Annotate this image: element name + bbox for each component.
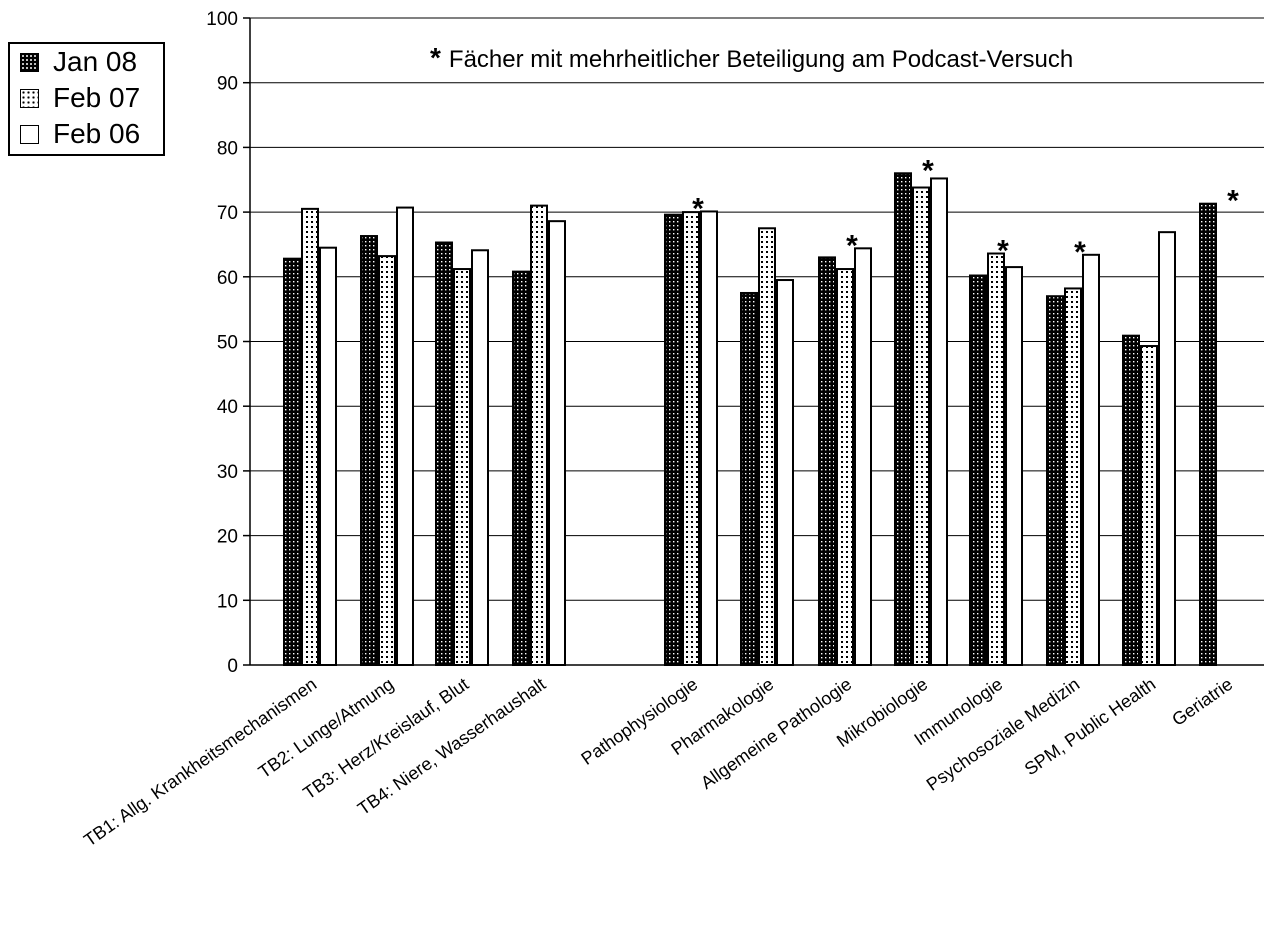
bar-feb-07 [912,186,930,666]
y-tick-label: 20 [217,527,238,548]
bar-feb-06 [1082,253,1100,666]
legend-swatch-white [20,124,39,144]
annotation-text: Fächer mit mehrheitlicher Beteiligung am… [448,46,1074,73]
star-marker: * [997,235,1009,268]
bar-jan-08 [1122,334,1140,666]
x-tick-label: TB2: Lunge/Atmung [255,674,398,782]
x-tick-label: Allgemeine Pathologie [697,674,855,793]
legend-swatch-dark-dotted [20,52,39,72]
y-tick-label: 30 [217,462,238,483]
y-tick-label: 40 [217,397,238,418]
bar-feb-06 [776,279,794,666]
y-tick-labels: 0 10 20 30 40 50 60 70 80 90 100 [206,9,238,677]
bar-feb-07 [836,268,854,666]
bar-jan-08 [512,270,530,666]
bar-feb-07 [758,227,776,666]
x-tick-label: SPM, Public Health [1021,674,1160,779]
bar-feb-07 [987,252,1005,666]
bar-feb-07 [453,268,471,666]
y-tick-label: 60 [217,268,238,289]
bar-feb-07 [1064,287,1082,666]
bar-jan-08 [818,256,836,666]
axes [243,17,1264,666]
bar-feb-07 [1140,345,1158,666]
bar-feb-06 [1158,231,1176,666]
bar-jan-08 [740,291,758,666]
bar-jan-08 [283,257,301,666]
bar-jan-08 [894,172,912,666]
bar-feb-06 [930,177,948,666]
star-marker: * [922,154,934,187]
bars [283,172,1217,667]
bar-feb-07 [530,204,548,666]
annotation-note: * Fächer mit mehrheitlicher Beteiligung a… [430,42,1073,74]
bar-feb-07 [682,211,700,666]
bar-feb-06 [700,210,718,666]
legend-item-feb06: Feb 06 [10,116,163,152]
y-tick-label: 10 [217,591,238,612]
legend: Jan 08 Feb 07 Feb 06 [8,42,165,156]
legend-label: Feb 06 [53,118,141,149]
star-marker: * [846,229,858,262]
legend-label: Jan 08 [53,46,138,77]
x-tick-label: Geriatrie [1168,674,1236,730]
bar-jan-08 [969,274,987,666]
annotation-star: * [430,42,441,73]
bar-jan-08 [435,241,453,666]
bar-feb-06 [471,249,489,666]
legend-item-jan08: Jan 08 [10,44,163,80]
star-marker: * [692,192,704,225]
legend-label: Feb 07 [53,82,141,113]
bar-feb-07 [301,207,319,667]
bar-feb-06 [319,246,337,666]
bar-feb-06 [396,206,414,666]
y-tick-label: 50 [217,333,238,354]
star-marker: * [1074,236,1086,269]
bar-jan-08 [1199,202,1217,666]
star-marker: * [1227,185,1239,218]
y-tick-label: 80 [217,138,238,159]
legend-item-feb07: Feb 07 [10,80,163,116]
bar-jan-08 [664,213,682,667]
bar-jan-08 [1046,295,1064,666]
bar-feb-07 [378,255,396,666]
y-tick-label: 0 [227,656,238,677]
bar-feb-06 [548,220,566,667]
star-markers: * * * * * * [692,154,1239,269]
y-tick-label: 70 [217,203,238,224]
bar-feb-06 [854,247,872,666]
y-tick-label: 100 [206,9,238,30]
legend-swatch-light-dotted [20,88,39,108]
bar-feb-06 [1005,266,1023,666]
y-tick-label: 90 [217,74,238,95]
bar-jan-08 [360,235,378,666]
